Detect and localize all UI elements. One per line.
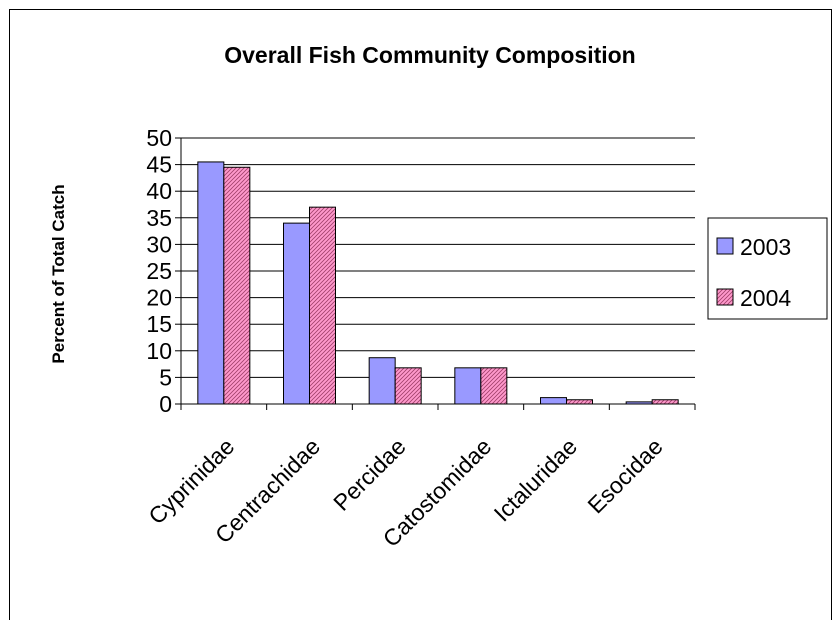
bar-2003-percidae xyxy=(368,357,396,405)
y-tick-label: 5 xyxy=(159,364,172,390)
bar-2003-ictaluridae xyxy=(540,397,567,405)
y-tick-label: 35 xyxy=(146,205,172,231)
legend-label-2003: 2003 xyxy=(740,234,791,260)
legend-swatch-2004 xyxy=(716,288,734,306)
y-axis-label: Percent of Total Catch xyxy=(49,184,68,363)
x-tick-label-percidae: Percidae xyxy=(328,433,411,516)
legend-box xyxy=(707,217,828,320)
y-tick-label: 50 xyxy=(146,125,172,151)
bars xyxy=(197,161,679,405)
axes xyxy=(175,137,696,410)
bar-2004-cyprinidae xyxy=(223,166,251,405)
y-tick-label: 20 xyxy=(146,285,172,311)
legend: 2003 2004 xyxy=(707,217,828,320)
chart-title: Overall Fish Community Composition xyxy=(224,42,635,68)
legend-swatch-2003 xyxy=(716,237,734,255)
y-tick-label: 0 xyxy=(159,391,172,417)
bar-2004-catostomidae xyxy=(480,367,508,405)
bar-2004-percidae xyxy=(394,367,422,405)
bar-2004-esocidae xyxy=(651,399,679,405)
y-tick-label: 25 xyxy=(146,258,172,284)
y-tick-label: 40 xyxy=(146,178,172,204)
x-tick-label-esocidae: Esocidae xyxy=(582,433,667,518)
chart-frame xyxy=(9,9,832,620)
gridlines xyxy=(181,137,695,378)
bar-2003-catostomidae xyxy=(454,367,482,405)
legend-label-2004: 2004 xyxy=(740,285,791,311)
bar-2004-ictaluridae xyxy=(566,399,593,405)
y-tick-label: 45 xyxy=(146,152,172,178)
bar-2004-centrachidae xyxy=(309,206,336,405)
bar-2003-cyprinidae xyxy=(197,161,225,405)
y-tick-label: 30 xyxy=(146,231,172,257)
y-tick-label: 15 xyxy=(146,311,172,337)
bar-2003-centrachidae xyxy=(283,222,310,405)
y-tick-label: 10 xyxy=(146,338,172,364)
x-tick-label-ictaluridae: Ictaluridae xyxy=(489,433,582,526)
